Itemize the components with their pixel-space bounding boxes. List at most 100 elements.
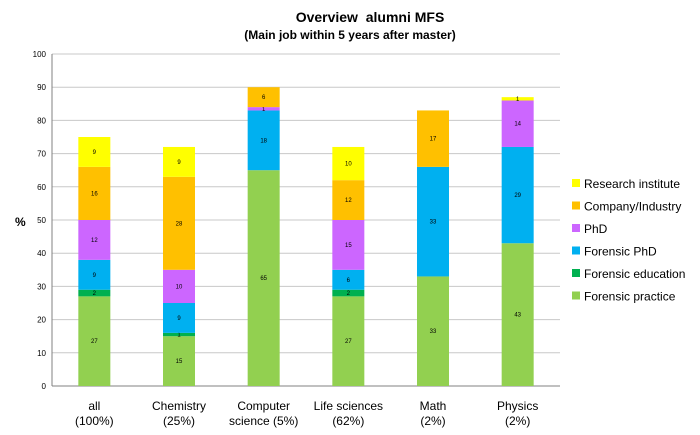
bar-segment — [163, 176, 195, 270]
data-label: 28 — [176, 221, 183, 227]
bar-segment — [163, 332, 195, 337]
y-tick-label: 70 — [37, 150, 46, 159]
data-label: 9 — [93, 150, 97, 156]
data-label: 1 — [177, 333, 181, 339]
bar-segment — [78, 137, 111, 167]
y-tick-label: 80 — [37, 116, 46, 125]
category-label: Computer — [237, 399, 290, 413]
bar-segment — [501, 243, 534, 386]
chart-subtitle: (Main job within 5 years after master) — [244, 28, 455, 42]
bar-segment — [247, 170, 280, 386]
y-axis-ticks: 0 10 20 30 40 50 60 70 80 90 100 — [33, 50, 47, 391]
legend-swatch — [572, 269, 580, 277]
data-label: 12 — [345, 198, 352, 204]
legend-entry: Forensic practice — [584, 290, 676, 304]
bar-segment — [247, 87, 280, 108]
legend-swatch — [572, 224, 580, 232]
data-label: 6 — [347, 278, 351, 284]
category-label: (2%) — [505, 414, 530, 428]
data-label: 1 — [262, 107, 266, 113]
category-label: (62%) — [332, 414, 364, 428]
bar-segment — [78, 289, 111, 297]
bars: 2729121691519102896518162726151210333317… — [78, 87, 534, 386]
data-label: 15 — [176, 359, 183, 365]
data-label: 2 — [93, 291, 97, 297]
bar-segment — [78, 166, 111, 220]
data-label: 10 — [345, 162, 352, 168]
y-tick-label: 90 — [37, 83, 46, 92]
data-label: 12 — [91, 238, 98, 244]
chart-title: Overview alumni MFS — [296, 9, 445, 25]
data-label: 9 — [177, 160, 181, 166]
bar-segment — [501, 100, 534, 147]
category-label: Math — [420, 399, 447, 413]
bar-segment — [501, 146, 534, 244]
y-tick-label: 40 — [37, 249, 46, 258]
bar-segment — [417, 276, 449, 386]
bar-segment — [417, 166, 449, 277]
y-tick-label: 20 — [37, 316, 46, 325]
bar-segment — [163, 303, 195, 333]
category-label: (25%) — [163, 414, 195, 428]
data-label: 16 — [91, 191, 98, 197]
legend-entry: Forensic education — [584, 267, 685, 281]
data-label: 6 — [262, 95, 266, 101]
bar-segment — [332, 269, 365, 290]
legend: Research institute Company/Industry PhD For… — [572, 177, 685, 304]
bar-segment — [332, 180, 365, 220]
bar-segment — [332, 146, 365, 181]
y-tick-label: 10 — [37, 349, 46, 358]
bar-segment — [78, 296, 111, 386]
y-tick-label: 0 — [42, 382, 47, 391]
data-label: 9 — [93, 273, 97, 279]
data-label: 65 — [260, 276, 267, 282]
legend-entry: Company/Industry — [584, 200, 681, 214]
category-label: Physics — [497, 399, 538, 413]
data-label: 15 — [345, 243, 352, 249]
data-label: 27 — [91, 339, 98, 345]
legend-swatch — [572, 246, 580, 255]
y-tick-label: 30 — [37, 282, 46, 291]
legend-entry: Forensic PhD — [584, 245, 657, 259]
legend-swatch — [572, 179, 580, 187]
data-label: 2 — [347, 291, 351, 297]
bar-segment — [417, 110, 449, 167]
legend-entry: PhD — [584, 222, 608, 236]
data-label: 9 — [177, 316, 181, 322]
bar-segment — [332, 296, 365, 386]
category-label: Chemistry — [152, 399, 206, 413]
y-tick-label: 50 — [37, 216, 46, 225]
data-label: 14 — [514, 122, 521, 128]
category-label: science (5%) — [229, 414, 298, 428]
legend-entry: Research institute — [584, 177, 680, 191]
data-label: 43 — [514, 313, 521, 319]
bar-segment — [78, 259, 111, 290]
data-label: 10 — [176, 284, 183, 290]
data-label: 27 — [345, 339, 352, 345]
bar-segment — [163, 336, 195, 386]
data-label: 1 — [516, 97, 520, 103]
bar-segment — [332, 289, 365, 297]
bar-segment — [78, 220, 111, 260]
bar-segment — [501, 97, 534, 101]
category-label: (100%) — [75, 414, 114, 428]
y-tick-label: 60 — [37, 183, 46, 192]
bar-segment — [163, 146, 195, 177]
category-label: (2%) — [420, 414, 445, 428]
bar-segment — [163, 269, 195, 303]
category-label: all — [88, 399, 100, 413]
bar-segment — [332, 220, 365, 270]
bar-segment — [247, 110, 280, 171]
data-label: 18 — [260, 138, 267, 144]
bar-segment — [247, 107, 280, 111]
data-label: 17 — [430, 137, 437, 143]
data-label: 33 — [430, 329, 437, 335]
legend-swatch — [572, 201, 580, 210]
category-label: Life sciences — [314, 399, 383, 413]
data-label: 29 — [514, 193, 521, 199]
y-tick-label: 100 — [33, 50, 47, 59]
data-label: 33 — [430, 220, 437, 226]
gridlines — [51, 53, 560, 387]
